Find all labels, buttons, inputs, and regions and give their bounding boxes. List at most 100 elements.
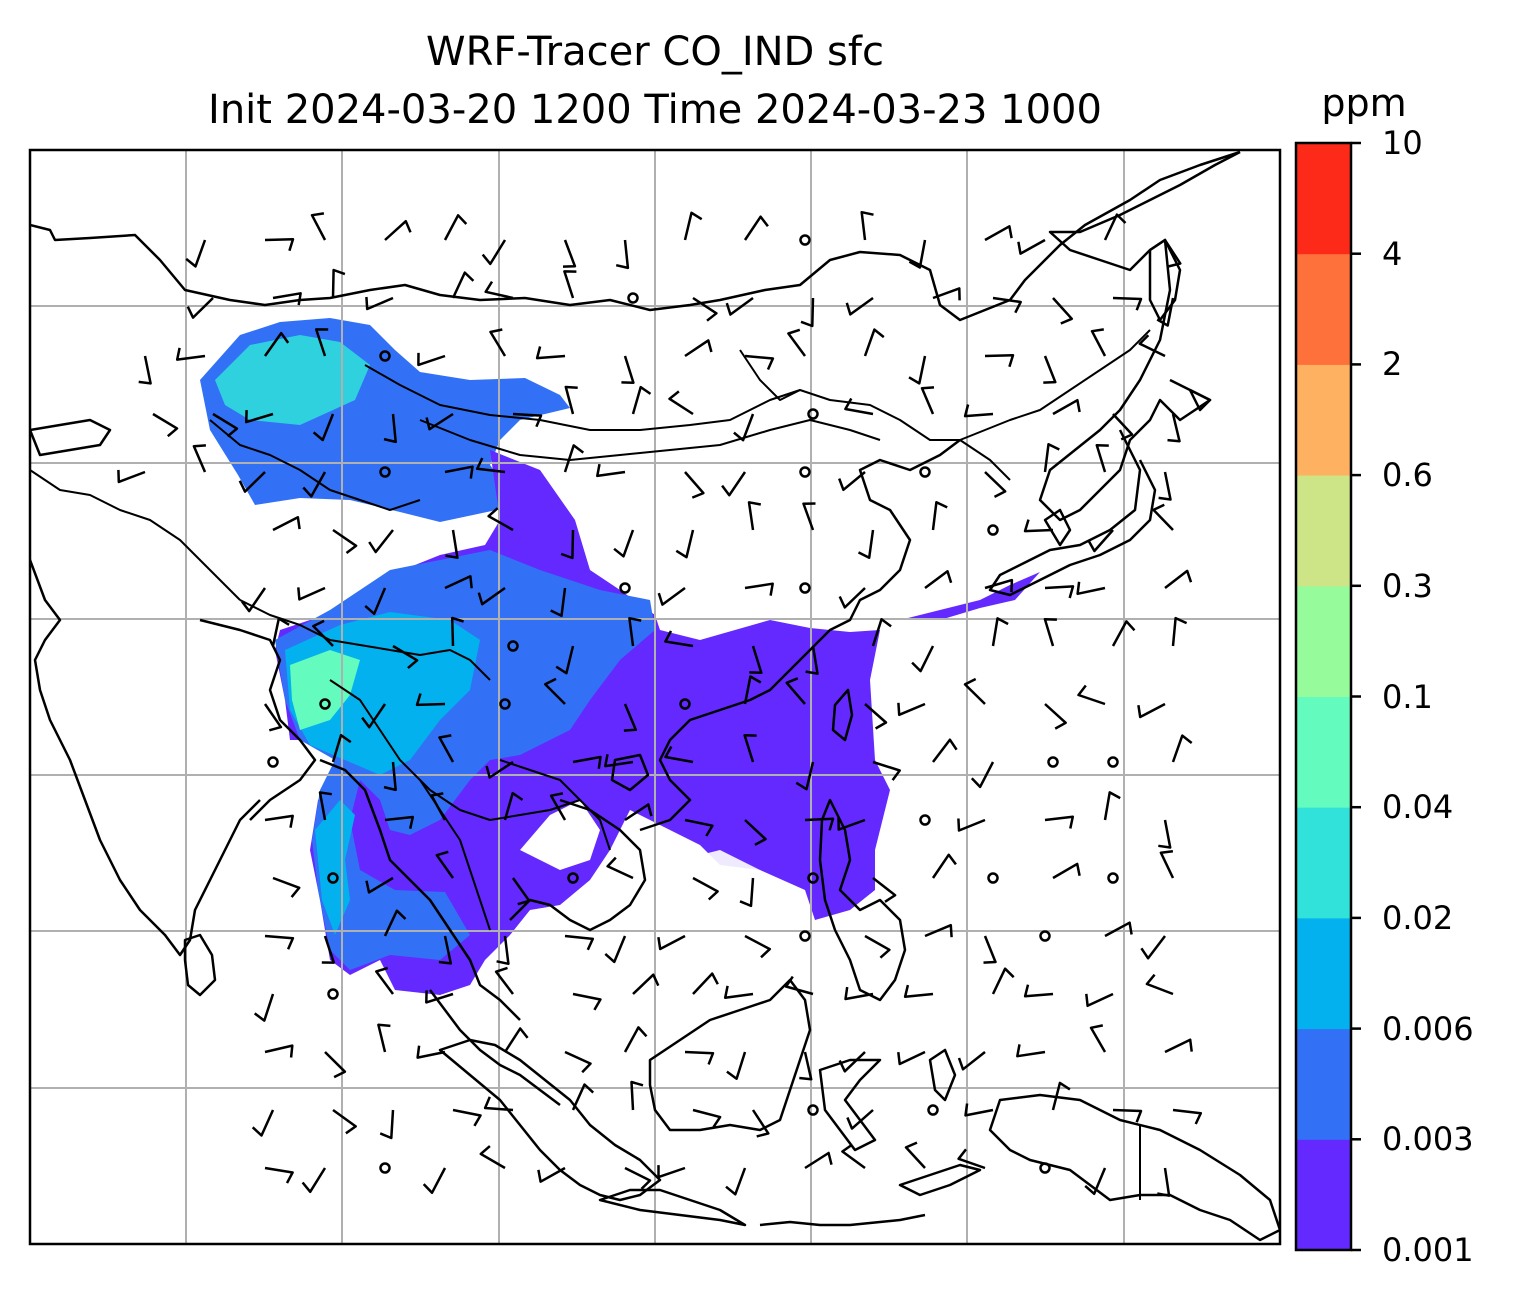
colorbar-segment (1296, 917, 1351, 1030)
wind-barb (1111, 620, 1136, 647)
coastline-timor (898, 1163, 982, 1197)
wind-barb (1017, 238, 1046, 255)
wind-barb (312, 413, 335, 442)
wind-barb (1084, 1167, 1107, 1196)
title-line-2: Init 2024-03-20 1200 Time 2024-03-23 100… (208, 87, 1102, 133)
wind-barb (787, 328, 807, 357)
wind-barb (630, 1080, 644, 1111)
wind-barb (628, 616, 642, 647)
colorbar-segment (1296, 1028, 1351, 1140)
calm-wind-circle (919, 814, 931, 826)
wind-barb (444, 465, 474, 479)
wind-barb (331, 268, 346, 299)
wind-barb (1023, 519, 1054, 533)
wind-barb (1138, 334, 1166, 358)
wind-barb (897, 702, 926, 717)
wind-barb (417, 352, 446, 367)
wind-barb (1077, 684, 1106, 706)
wind-barb (186, 297, 214, 319)
calm-wind-circle (807, 408, 819, 420)
wind-barb (312, 619, 334, 647)
colorbar-tick-label: 0.6 (1382, 456, 1433, 495)
wind-barb (549, 792, 567, 821)
colorbar (1294, 141, 1361, 1252)
colorbar-tick-label: 0.003 (1382, 1120, 1474, 1159)
calm-wind-circle (499, 698, 511, 710)
wind-barb (383, 761, 397, 792)
wind-barb (1164, 1038, 1193, 1054)
wind-barb (749, 645, 763, 674)
wind-barb (872, 760, 901, 781)
wind-barb (1112, 413, 1134, 441)
calm-wind-circle (1039, 1162, 1051, 1174)
wind-barb (841, 1143, 866, 1170)
wind-barb (733, 413, 755, 442)
wind-barb (1112, 296, 1143, 311)
wind-barb (632, 973, 660, 995)
wind-barb (138, 355, 152, 385)
wind-barb (152, 412, 179, 438)
wind-barb (924, 570, 953, 590)
wind-barb (384, 815, 415, 829)
wind-barb (384, 219, 412, 241)
wind-barb (664, 745, 694, 764)
wind-barb (479, 1145, 506, 1170)
wind-barb (264, 1166, 294, 1184)
wind-barb (1052, 297, 1074, 325)
map-panel (30, 150, 1280, 1244)
calm-wind-circle (987, 872, 999, 884)
wind-barb (744, 819, 767, 846)
wind-barb (1044, 815, 1075, 829)
wind-barb (692, 972, 719, 995)
wind-barb (425, 412, 454, 431)
wind-barb (1044, 703, 1067, 730)
wind-barb (747, 501, 762, 531)
wind-barb (864, 934, 891, 959)
wind-barb (430, 792, 447, 821)
wind-barb (992, 296, 1022, 314)
wind-barb (438, 734, 455, 763)
wind-barb (857, 529, 875, 559)
wind-barb (744, 934, 772, 959)
wind-barb (483, 1096, 514, 1112)
wind-barb (931, 853, 957, 879)
border-west (30, 469, 241, 601)
coastline-philippines (818, 798, 907, 1002)
wind-barb (613, 529, 635, 558)
coastline-far-east (30, 418, 112, 457)
colorbar-segment (1296, 696, 1351, 808)
colorbar-segment (1296, 585, 1351, 697)
wind-barb (904, 1141, 926, 1169)
wind-barb (487, 507, 514, 532)
wind-barb (1023, 984, 1054, 998)
wind-barb (272, 876, 301, 898)
wind-barb (564, 1050, 592, 1074)
coastline-india (30, 559, 261, 957)
calm-wind-circle (327, 872, 339, 884)
wind-barb (844, 986, 874, 1001)
coastline-borneo (648, 978, 812, 1132)
wind-barb (365, 876, 394, 894)
coastline-java (598, 1188, 747, 1227)
wind-barb (212, 412, 239, 438)
wind-barb (964, 1103, 994, 1117)
calm-wind-circle (799, 582, 811, 594)
wind-barb (1052, 862, 1081, 880)
wind-barb (920, 386, 935, 415)
wind-barb (623, 1026, 648, 1053)
wind-barb (684, 818, 714, 837)
wind-barb (1051, 1081, 1071, 1111)
wind-barb (175, 347, 206, 361)
wind-barb (1095, 443, 1109, 473)
coastline-taiwan (831, 688, 854, 742)
wind-barb (1085, 992, 1114, 1008)
wind-barb (543, 677, 566, 705)
wind-barb (604, 754, 634, 768)
wind-barb (1103, 791, 1121, 821)
wind-barb (751, 1109, 770, 1138)
colorbar-segment (1296, 807, 1351, 919)
calm-wind-circle (379, 1162, 391, 1174)
wind-barb (743, 215, 769, 241)
wind-barb (743, 675, 762, 705)
calm-wind-circle (799, 466, 811, 478)
